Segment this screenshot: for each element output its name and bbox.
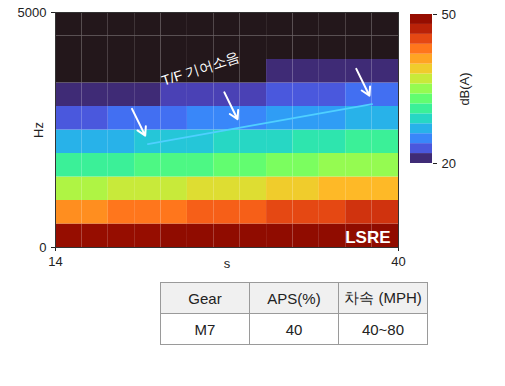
svg-text:Hz: Hz [31, 122, 46, 138]
svg-text:dB(A): dB(A) [457, 72, 472, 105]
svg-text:LSRE: LSRE [345, 228, 390, 247]
svg-text:5000: 5000 [18, 5, 47, 20]
html-text:차속 (MPH): 차속 (MPH) [344, 288, 422, 306]
svg-text:s: s [224, 256, 231, 271]
svg-text:40: 40 [391, 254, 405, 269]
svg-text:T/F 기어소음: T/F 기어소음 [160, 48, 242, 88]
svg-text:14: 14 [48, 254, 62, 269]
html-text:M7: M7 [194, 320, 216, 338]
html-text:APS(%): APS(%) [267, 289, 321, 307]
html-text:Gear: Gear [188, 289, 222, 307]
svg-text:50: 50 [442, 7, 456, 22]
html-text:40: 40 [285, 320, 303, 338]
svg-text:20: 20 [442, 156, 456, 171]
html-text:40~80: 40~80 [361, 320, 405, 338]
svg-text:0: 0 [39, 240, 46, 255]
